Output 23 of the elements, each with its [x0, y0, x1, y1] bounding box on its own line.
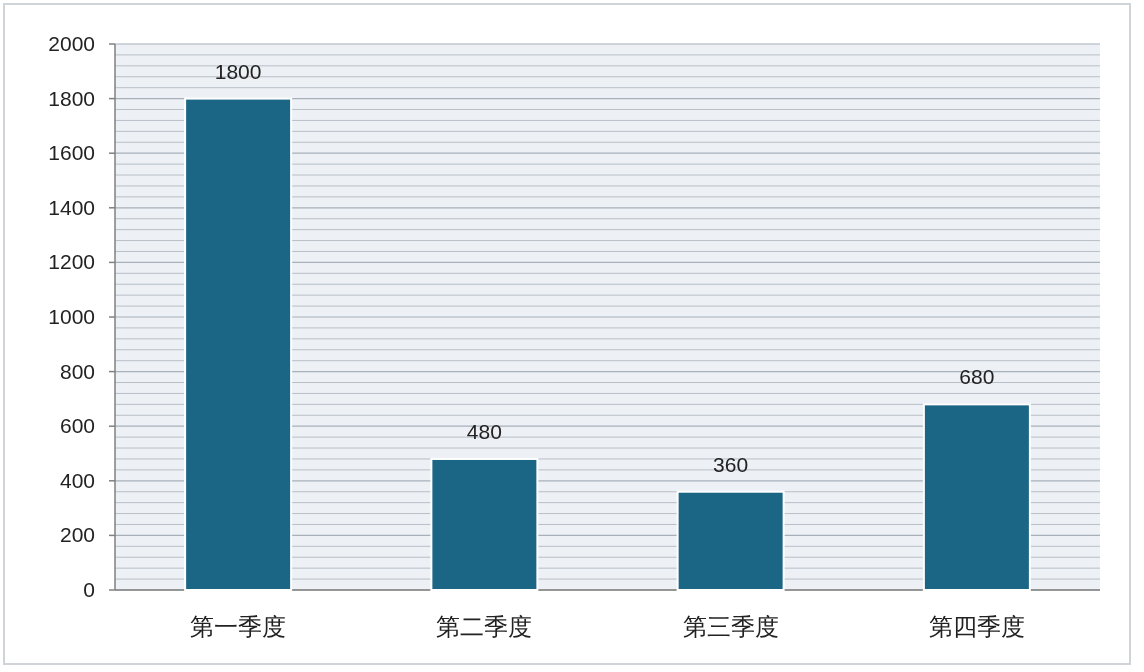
y-tick-label: 1200 [48, 250, 95, 274]
y-tick-label: 200 [59, 523, 95, 547]
x-tick-label: 第一季度 [190, 613, 287, 640]
data-label: 1800 [214, 59, 262, 83]
data-label: 680 [959, 365, 995, 389]
x-tick-label: 第三季度 [682, 613, 779, 640]
y-tick-label: 2000 [48, 32, 95, 55]
bar [430, 457, 539, 591]
y-tick-label: 1600 [48, 141, 95, 165]
data-label: 480 [466, 419, 502, 443]
bar [184, 97, 293, 591]
y-tick-label: 1400 [48, 195, 95, 219]
bar [922, 403, 1031, 591]
y-tick-label: 1000 [48, 305, 95, 328]
bar [676, 490, 785, 591]
y-tick-label: 0 [83, 578, 95, 601]
data-label: 360 [713, 452, 749, 476]
x-tick-label: 第二季度 [436, 613, 533, 640]
x-tick-label: 第四季度 [928, 613, 1025, 640]
y-tick-label: 400 [59, 468, 95, 492]
y-tick-label: 1800 [48, 86, 95, 110]
y-tick-label: 800 [59, 359, 95, 383]
y-tick-label: 600 [59, 414, 95, 438]
